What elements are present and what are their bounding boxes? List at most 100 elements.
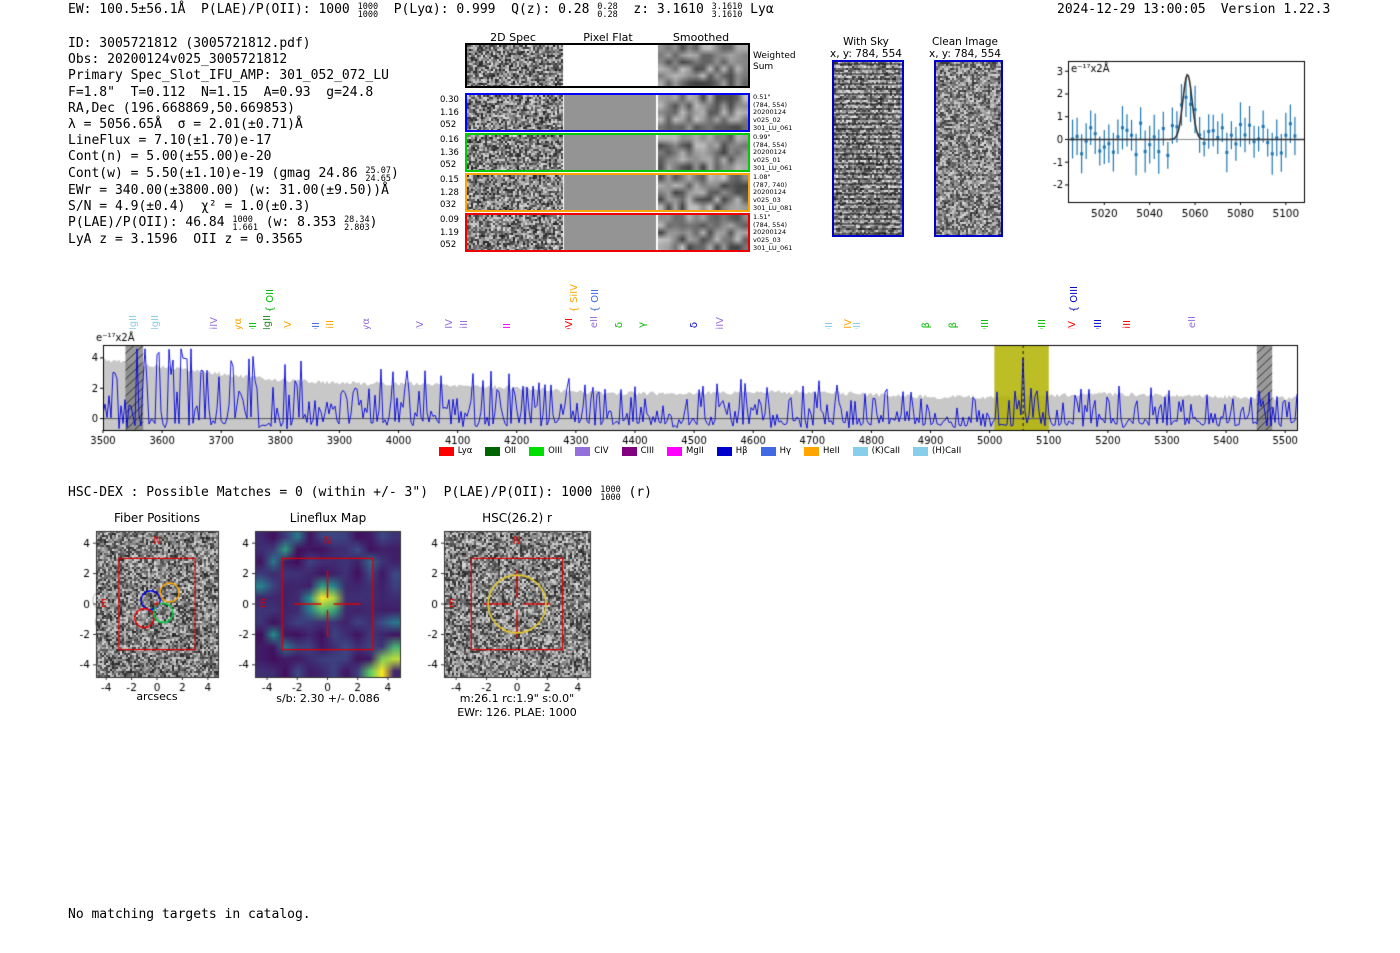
left-label-line: 052 [440, 120, 457, 130]
fraction-lower: 24.65 [365, 173, 392, 184]
legend-label: (H)CaII [932, 446, 962, 456]
fraction-lower: 3.1610 [711, 10, 743, 20]
legend-swatch [852, 446, 868, 456]
stacked-fraction: 1000 1000 [600, 485, 621, 503]
spec2d-row [465, 43, 750, 88]
fiber-positions-panel [62, 526, 226, 696]
legend-item: HeII [804, 446, 840, 456]
fraction-lower: 1.661 [232, 223, 258, 234]
right-label-line: 20200124 [753, 108, 787, 117]
text-run: P(Lyα): 0.999 Q(z): 0.28 [378, 2, 598, 17]
spec2d-col-title-2dspec: 2D Spec [490, 31, 536, 44]
hsc-panel-xlabel2: EWr: 126. PLAE: 1000 [457, 706, 577, 719]
spec2d-row [465, 93, 750, 132]
spec2d-row-right-label: 0.99" (784, 554) 20200124 v025_01 301_LU_061 [753, 133, 805, 173]
text-run: ) [369, 215, 378, 231]
legend-swatch [621, 446, 637, 456]
with-sky-title-line: With Sky [843, 36, 889, 48]
spec2d-row-right-label: 0.51" (784, 554) 20200124 v025_02 301_LU_061 [753, 93, 805, 133]
right-label-line: 301_LU_061 [753, 163, 793, 172]
stacked-fraction: 25.07 24.65 [365, 165, 392, 184]
right-label-line: v025_02 [753, 116, 781, 125]
info-line: Cont(w) = 5.50(±1.10)e-19 (gmag 24.86 25… [68, 166, 399, 183]
legend-item: CIII [621, 446, 655, 456]
right-label-line: 301_LU_061 [753, 123, 793, 132]
spec2d-row-left-label: 0.15 1.28 032 [440, 174, 463, 212]
fraction-lower: 0.28 [597, 10, 618, 20]
footer-line-1: No matching targets in catalog. [68, 907, 311, 922]
left-label-line: 1.28 [440, 187, 459, 198]
text-run: LyA z = 3.1596 OII z = 0.3565 [68, 232, 303, 248]
spec2d-row [465, 133, 750, 172]
legend-label: CIV [594, 446, 609, 456]
legend-item: OII [485, 446, 516, 456]
legend-label: CIII [640, 446, 655, 456]
info-line: RA,Dec (196.668869,50.669853) [68, 101, 399, 117]
spec2d-row-image [467, 215, 748, 250]
legend-item: Hβ [716, 446, 748, 456]
text-run: RA,Dec (196.668869,50.669853) [68, 100, 295, 116]
legend-swatch [913, 446, 929, 456]
legend-item: (K)CaII [852, 446, 900, 456]
spec2d-row-left-label: 0.09 1.19 052 [440, 214, 463, 252]
right-label-line: Weighted [753, 51, 796, 61]
fraction-upper: 25.07 [365, 165, 392, 176]
right-label-line: v025_03 [753, 236, 781, 245]
spec2d-row-image [467, 95, 748, 130]
text-run: Cont(n) = 5.00(±55.00)e-20 [68, 149, 272, 165]
spec2d-row-right-label: 1.08" (787, 740) 20200124 v025_03 301_LU_081 [753, 173, 805, 213]
with-sky-coords: x, y: 784, 554 [830, 48, 902, 60]
text-run: Primary Spec_Slot_IFU_AMP: 301_052_072_L… [68, 68, 389, 84]
right-label-line: 1.08" [753, 173, 771, 181]
legend-label: HeII [823, 446, 840, 456]
legend-item: Lyα [438, 446, 472, 456]
text-run: (r) [620, 485, 653, 500]
right-label-line: (784, 554) [753, 220, 788, 229]
legend-label: MgII [686, 446, 704, 456]
with-sky-cutout-image [832, 60, 904, 237]
lineflux-map-xlabel: s/b: 2.30 +/- 0.086 [276, 692, 380, 705]
spec2d-row [465, 213, 750, 252]
right-label-line: 1.51" [753, 213, 771, 221]
clean-image-coords: x, y: 784, 554 [929, 48, 1001, 60]
fraction-lower: 1000 [357, 10, 379, 20]
fraction-upper: 1000 [232, 215, 253, 226]
lineflux-map-panel [221, 526, 407, 696]
header-summary: EW: 100.5±56.1Å P(LAE)/P(OII): 1000 1000… [68, 2, 774, 19]
spec2d-row [465, 173, 750, 212]
info-line: S/N = 4.9(±0.4) χ² = 1.0(±0.3) [68, 199, 399, 215]
stacked-fraction: 1000 1.661 [232, 215, 258, 234]
legend-swatch [667, 446, 683, 456]
full-spectrum-section: { MgII{ MgII{ SiIV{ Lyα{ OII{ OII{ MgII{… [0, 268, 1400, 468]
text-run: EWr = 340.00(±3800.00) (w: 31.00(±9.50))… [68, 182, 389, 198]
spec2d-row-image [467, 45, 748, 86]
detection-info-block: ID: 3005721812 (3005721812.pdf) Obs: 2020… [68, 36, 399, 248]
right-label-line: 20200124 [753, 188, 787, 197]
spec2d-row-left-label: 0.30 1.16 052 [440, 94, 463, 132]
spec2d-row-left-label: 0.16 1.36 052 [440, 134, 463, 172]
legend-item: OIII [529, 446, 562, 456]
stacked-fraction: 3.1610 3.1610 [711, 3, 743, 20]
spec2d-row-right-label: Weighted Sum [753, 51, 805, 73]
text-run: ) [391, 165, 399, 181]
fiber-positions-title: Fiber Positions [113, 511, 201, 525]
full-spectrum-chart [80, 329, 1310, 449]
fraction-upper: 0.28 [597, 2, 618, 12]
line-fit-inset-chart [1040, 55, 1312, 230]
clean-image-title-line: Clean Image [931, 36, 999, 48]
text-run: Obs: 20200124v025_3005721812 [68, 52, 288, 68]
clean-image-title: Clean Image x, y: 784, 554 [922, 36, 1008, 60]
legend-item: MgII [667, 446, 704, 456]
right-label-line: 301_LU_061 [753, 243, 793, 252]
legend-swatch [575, 446, 591, 456]
report-version: Version 1.22.3 [1220, 2, 1331, 17]
right-label-line: 20200124 [753, 228, 787, 237]
info-line: ID: 3005721812 (3005721812.pdf) [68, 36, 399, 52]
fraction-upper: 1000 [600, 485, 621, 495]
info-line: LineFlux = 7.10(±1.70)e-17 [68, 133, 399, 149]
left-label-line: 0.15 [440, 175, 459, 185]
legend-swatch [485, 446, 501, 456]
right-label-line: 301_LU_081 [753, 203, 793, 212]
stacked-fraction: 28.34 2.803 [344, 216, 370, 233]
